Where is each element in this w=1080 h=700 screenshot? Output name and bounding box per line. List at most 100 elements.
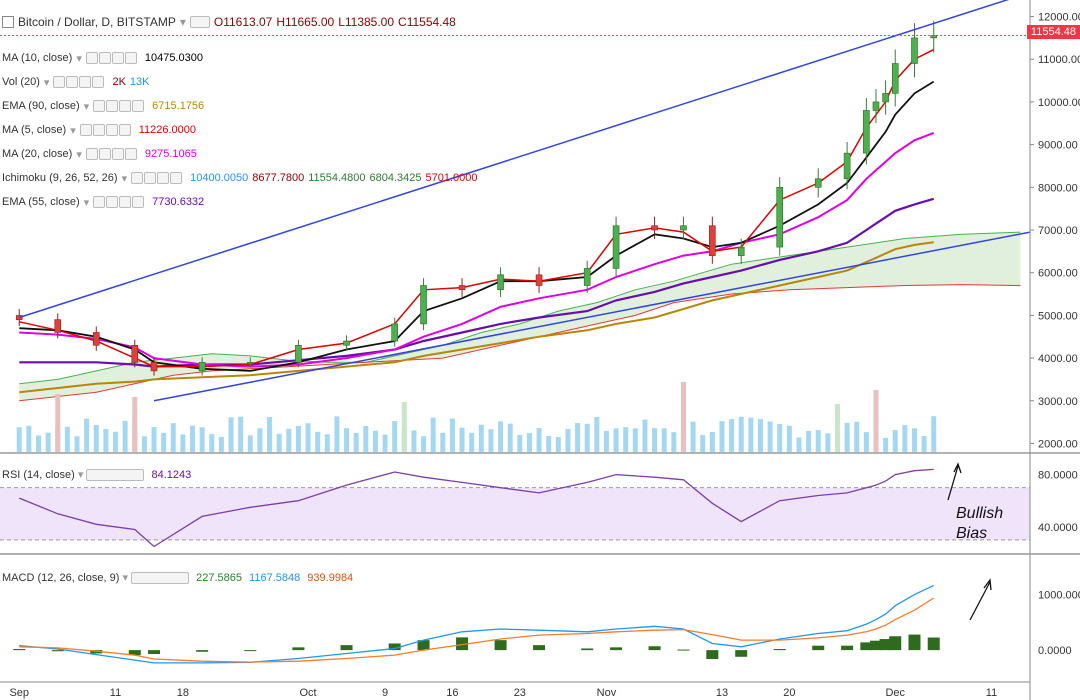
dropdown-icon[interactable]: ▾ (76, 52, 82, 65)
plus-icon[interactable] (111, 52, 124, 64)
volume-bar (815, 430, 821, 452)
dropdown-icon[interactable]: ▾ (70, 124, 76, 137)
close-icon[interactable] (124, 148, 137, 160)
close-icon[interactable] (132, 100, 145, 112)
indicator-controls[interactable] (131, 172, 183, 184)
collapse-icon[interactable] (2, 16, 14, 28)
volume-bar (199, 427, 205, 452)
gear-icon[interactable] (66, 76, 79, 88)
indicator-controls[interactable] (85, 148, 137, 160)
indicator-name[interactable]: EMA (55, close) (2, 196, 80, 208)
indicator-controls[interactable] (53, 76, 105, 88)
indicator-name[interactable]: MA (10, close) (2, 52, 73, 64)
dropdown-icon[interactable]: ▾ (77, 469, 84, 481)
gear-icon[interactable] (92, 124, 105, 136)
indicator-row[interactable]: Vol (20) ▾ 2K 13K (2, 74, 150, 90)
upper-trendline (19, 0, 1010, 319)
dropdown-icon[interactable]: ▾ (43, 76, 50, 89)
eye-icon[interactable] (85, 148, 98, 160)
indicator-row[interactable]: EMA (55, close) ▾ 7730.6332 (2, 194, 204, 210)
indicator-controls[interactable] (93, 196, 145, 208)
close-icon[interactable] (132, 196, 145, 208)
volume-bar (902, 425, 908, 452)
macd-name[interactable]: MACD (12, 26, close, 9) (2, 572, 120, 584)
plus-icon[interactable] (79, 76, 92, 88)
plus-icon[interactable] (157, 172, 170, 184)
plus-icon[interactable] (119, 196, 132, 208)
volume-bar (517, 435, 523, 452)
indicator-controls[interactable] (79, 124, 131, 136)
plus-icon[interactable] (119, 100, 132, 112)
candle-body (891, 63, 899, 94)
volume-bar (218, 436, 224, 452)
volume-bar (632, 428, 638, 452)
indicator-name[interactable]: Ichimoku (9, 26, 52, 26) (2, 172, 118, 184)
volume-bar (286, 428, 292, 452)
indicator-row[interactable]: MA (5, close) ▾ 11226.0000 (2, 122, 196, 138)
close-icon[interactable] (124, 52, 137, 64)
gear-icon[interactable] (106, 196, 119, 208)
price-tick-label: 6000.00 (1038, 268, 1078, 280)
volume-bar (863, 432, 869, 452)
eye-icon[interactable] (93, 196, 106, 208)
indicator-name[interactable]: EMA (90, close) (2, 100, 80, 112)
macd-value-line: 1167.5848 (249, 572, 301, 584)
volume-bar (767, 421, 773, 452)
eye-icon[interactable] (79, 124, 92, 136)
indicator-name[interactable]: MA (5, close) (2, 124, 67, 136)
close-icon[interactable] (92, 76, 105, 88)
gear-icon[interactable] (98, 52, 111, 64)
price-tick-label: 12000.00 (1038, 12, 1080, 24)
symbol-header: Bitcoin / Dollar, D, BITSTAMP ▾ O11613.0… (2, 15, 456, 29)
indicator-controls[interactable] (93, 100, 145, 112)
indicator-row[interactable]: MA (10, close) ▾ 10475.0300 (2, 50, 203, 66)
price-tick-label: 11000.00 (1038, 54, 1080, 66)
indicator-controls[interactable] (85, 52, 137, 64)
plus-icon[interactable] (105, 124, 118, 136)
eye-icon[interactable] (93, 100, 106, 112)
dropdown-icon[interactable]: ▾ (76, 148, 82, 161)
gear-icon[interactable] (144, 172, 157, 184)
indicator-name[interactable]: Vol (20) (2, 76, 40, 88)
price-tick-label: 2000.00 (1038, 438, 1078, 450)
dropdown-icon[interactable]: ▾ (121, 172, 128, 185)
rsi-band (0, 487, 1030, 540)
volume-bar (421, 436, 427, 452)
candle-body (15, 315, 23, 320)
eye-icon[interactable] (85, 52, 98, 64)
indicator-name[interactable]: MA (20, close) (2, 148, 73, 160)
rsi-name[interactable]: RSI (14, close) (2, 469, 75, 481)
time-tick-label: Oct (299, 687, 316, 699)
gear-icon[interactable] (98, 148, 111, 160)
gear-icon[interactable] (106, 100, 119, 112)
volume-bar (353, 432, 359, 452)
macd-controls[interactable] (131, 572, 190, 585)
eye-icon[interactable] (131, 172, 144, 184)
rsi-tick-label: 40.0000 (1038, 522, 1078, 534)
plus-icon[interactable] (111, 148, 124, 160)
volume-bar (594, 416, 600, 452)
volume-bar (151, 427, 157, 452)
settings-icon[interactable] (189, 16, 210, 28)
symbol-label[interactable]: Bitcoin / Dollar, D, BITSTAMP (18, 15, 176, 29)
volume-bar-highlight (834, 404, 840, 452)
volume-bar (26, 425, 32, 452)
volume-bar (372, 430, 378, 452)
eye-icon[interactable] (53, 76, 66, 88)
indicator-row[interactable]: Ichimoku (9, 26, 52, 26) ▾ 10400.0050 8677.… (2, 170, 478, 186)
indicator-row[interactable]: MA (20, close) ▾ 9275.1065 (2, 146, 197, 162)
annotation-arrows (947, 462, 992, 621)
indicator-row[interactable]: EMA (90, close) ▾ 6715.1756 (2, 98, 204, 114)
close-icon[interactable] (170, 172, 183, 184)
volume-bar (64, 426, 70, 452)
candle-body (131, 344, 139, 363)
time-tick-label: 11 (110, 687, 121, 699)
close-icon[interactable] (118, 124, 131, 136)
dropdown-icon[interactable]: ▾ (179, 15, 186, 29)
dropdown-icon[interactable]: ▾ (83, 100, 90, 113)
rsi-controls[interactable] (86, 469, 145, 482)
indicator-value: 11226.0000 (138, 124, 197, 136)
dropdown-icon[interactable]: ▾ (122, 572, 128, 584)
dropdown-icon[interactable]: ▾ (83, 196, 90, 209)
